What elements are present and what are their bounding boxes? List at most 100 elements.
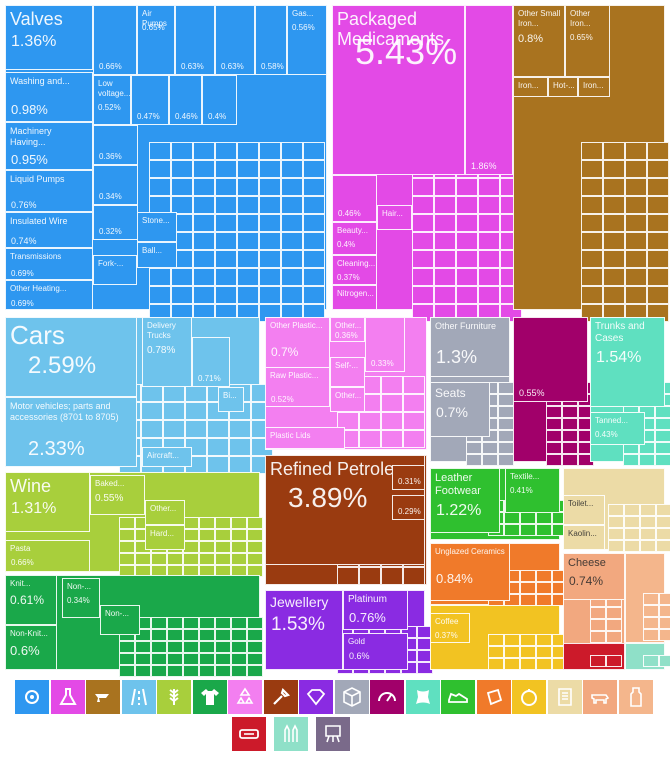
product-cell[interactable]: Stone... [137,212,177,242]
chemicals-icon[interactable] [50,680,85,714]
product-cell[interactable]: Washing and... 0.98% [5,72,93,122]
product-cell[interactable]: Other... [330,387,365,412]
textiles-icon[interactable] [192,680,227,714]
minor-product-cell [625,286,647,304]
product-cell[interactable]: Toilet... [563,495,605,525]
product-cell[interactable]: Non-... 0.34% [62,578,100,618]
product-cell[interactable]: Valves 1.36% [5,5,93,70]
product-cell[interactable]: Non-... [100,605,140,635]
product-cell[interactable]: 0.63% [175,5,215,75]
product-cell[interactable]: Other Heating... 0.69% [5,280,93,310]
wood-products-icon[interactable] [618,680,653,714]
product-cell[interactable]: Knit... 0.61% [5,575,57,625]
product-cell[interactable]: Other... 0.36% [330,317,365,342]
machinery-icon[interactable] [15,680,49,714]
product-cell[interactable]: Cheese 0.74% [563,553,625,600]
minor-product-cell [259,178,281,196]
animals-icon[interactable] [583,680,617,714]
product-cell[interactable]: Iron... [513,77,548,97]
product-cell[interactable]: Pasta 0.66% [5,540,90,572]
product-cell[interactable]: Ball... [137,242,177,268]
paper-goods-icon[interactable] [334,680,369,714]
product-cell[interactable]: Transmissions 0.69% [5,248,93,280]
product-label: Other Iron... [570,9,591,28]
product-cell[interactable]: Motor vehicles; parts and accessories (8… [5,397,137,467]
product-cell[interactable]: 0.47% [131,75,169,125]
product-cell[interactable]: 0.4% [202,75,237,125]
product-cell[interactable]: 1.86% [465,5,513,175]
precious-metals-icon[interactable] [316,717,350,751]
product-cell[interactable]: 0.33% [365,317,405,372]
product-cell[interactable]: Plastic Lids [265,427,345,449]
product-cell[interactable]: Seats 0.7% [430,382,490,437]
product-cell[interactable]: 0.31% [392,465,425,490]
product-cell[interactable]: Leather Footwear 1.22% [430,468,500,533]
product-cell[interactable]: Aircraft... [142,447,192,467]
animal-products-icon[interactable] [512,680,546,714]
product-cell[interactable]: Cars 2.59% [5,317,137,397]
arts-antiques-icon[interactable] [232,717,266,751]
product-cell[interactable]: Hard... [145,525,185,550]
product-cell[interactable]: Beauty... 0.4% [332,222,377,255]
product-cell[interactable]: Hair... [377,205,412,230]
instruments-icon[interactable] [370,680,404,714]
product-cell[interactable]: 0.55% [513,317,588,402]
product-cell[interactable]: Hot-... [548,77,578,97]
product-cell[interactable]: 0.46% [169,75,202,125]
plastics-rubbers-icon[interactable] [228,680,262,714]
product-cell[interactable]: Iron... [578,77,610,97]
product-cell[interactable]: Other Plastic... 0.7% [265,317,330,372]
product-cell[interactable]: Wine 1.31% [5,472,90,532]
product-cell[interactable]: Other... [145,500,185,525]
product-cell[interactable]: Bi... [218,387,244,412]
product-cell[interactable]: Other Furniture 1.3% [430,317,510,377]
footwear-headwear-icon[interactable] [441,680,475,714]
product-cell[interactable]: 0.32% [93,205,138,240]
product-cell[interactable]: Gas... 0.56% [287,5,327,75]
product-cell[interactable]: Jewellery 1.53% [265,590,343,670]
product-cell[interactable]: Machinery Having... 0.95% [5,122,93,170]
product-cell[interactable]: Other Iron... 0.65% [565,5,610,77]
product-cell[interactable]: 0.34% [93,165,138,205]
product-cell[interactable]: 0.29% [392,495,425,520]
miscellaneous-icon[interactable] [547,680,582,714]
product-cell[interactable]: Non-Knit... 0.6% [5,625,57,670]
vegetable-products-icon[interactable] [157,680,191,714]
product-cell[interactable]: Insulated Wire 0.74% [5,212,93,248]
product-cell[interactable]: Kaolin... [563,525,605,550]
product-cell[interactable]: 0.58% [255,5,287,75]
transportation-icon[interactable] [121,680,156,714]
product-cell[interactable]: Packaged Medicaments 5.43% [332,5,465,175]
product-cell[interactable]: Fork-... [93,255,137,285]
product-cell[interactable]: Low voltage... 0.52% [93,75,131,125]
product-share: 0.29% [398,507,421,516]
animal-hides-icon[interactable] [405,680,440,714]
minor-product-cell [237,286,259,304]
product-cell[interactable]: Tanned... 0.43% [590,412,645,445]
product-cell[interactable]: Baked... 0.55% [90,475,145,515]
foodstuffs-icon[interactable] [476,680,511,714]
weapons-icon[interactable] [274,717,308,751]
product-cell[interactable]: Gold 0.6% [343,633,408,670]
mineral-products-icon[interactable] [263,680,298,714]
product-cell[interactable]: Raw Plastic... 0.52% [265,367,330,407]
stone-glass-icon[interactable] [299,680,333,714]
product-cell[interactable]: 0.71% [192,337,230,387]
product-cell[interactable]: Platinum 0.76% [343,590,408,630]
product-cell[interactable]: Cleaning... 0.37% [332,255,377,285]
product-cell[interactable]: Textile... 0.41% [505,468,560,513]
product-cell[interactable]: Other Small Iron... 0.8% [513,5,565,77]
product-cell[interactable]: Trunks and Cases 1.54% [590,317,665,407]
product-cell[interactable]: Self-... [330,357,365,387]
product-cell[interactable]: Air Pumps 0.65% [137,5,175,75]
product-cell[interactable]: Nitrogen... [332,285,377,310]
product-cell[interactable]: Delivery Trucks 0.78% [142,317,192,387]
metals-icon[interactable] [86,680,120,714]
product-cell[interactable]: Liquid Pumps 0.76% [5,170,93,212]
product-cell[interactable]: 0.66% [93,5,137,75]
product-cell[interactable]: 0.63% [215,5,255,75]
product-cell[interactable]: Unglazed Ceramics 0.84% [430,543,510,601]
product-cell[interactable]: 0.36% [93,125,138,165]
product-cell[interactable]: Coffee 0.37% [430,613,470,643]
product-cell[interactable]: 0.46% [332,175,377,222]
